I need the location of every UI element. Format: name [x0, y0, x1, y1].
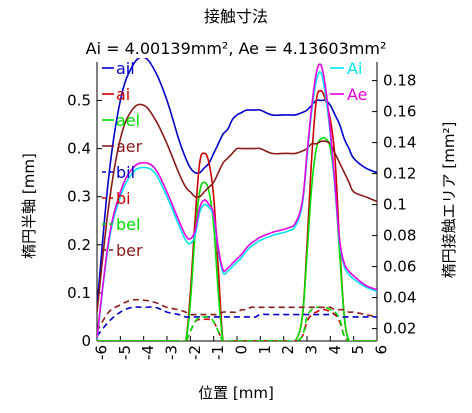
x-tick-label-1: -5	[116, 345, 134, 360]
y2-tick-label-8: 0.18	[383, 72, 416, 90]
y2-tick-label-3: 0.08	[383, 227, 416, 245]
series-line-ail	[97, 58, 377, 308]
series-line-bel	[97, 306, 377, 341]
legend-label-Ae: Ae	[347, 85, 368, 104]
plot-area: -6 -5 -4 -3 -2 -1 0 1 2 3 4 5 600.10.20.30.40.50.020…	[67, 58, 416, 360]
series-line-bil	[97, 306, 377, 337]
x-tick-label-3: -3	[163, 345, 181, 360]
x-tick-label-11: 5	[349, 345, 367, 355]
legend-label-ai: ai	[116, 85, 130, 104]
y2-tick-label-1: 0.04	[383, 289, 416, 307]
y-tick-label-1: 0.1	[67, 284, 91, 302]
series-line-ai	[97, 89, 377, 341]
series-line-aer	[97, 103, 377, 313]
x-tick-label-10: 4	[326, 345, 344, 355]
legend-label-bel: bel	[116, 215, 140, 234]
y-tick-label-2: 0.2	[67, 236, 91, 254]
y2-tick-label-0: 0.02	[383, 320, 416, 338]
y-tick-label-0: 0	[81, 332, 91, 350]
x-tick-label-7: 1	[256, 345, 274, 355]
x-tick-label-4: -2	[186, 345, 204, 360]
x-tick-label-0: -6	[93, 345, 111, 360]
y-tick-label-3: 0.3	[67, 188, 91, 206]
y-tick-label-5: 0.5	[67, 91, 91, 109]
y-axis-label: 楕円半軸 [mm]	[20, 153, 38, 259]
x-tick-label-9: 3	[303, 345, 321, 355]
x-tick-label-5: -1	[209, 345, 227, 360]
series-line-Ae	[97, 63, 377, 338]
legend-label-ael: ael	[116, 111, 140, 130]
legend-label-aer: aer	[116, 137, 143, 156]
y2-tick-label-6: 0.14	[383, 134, 416, 152]
series-line-ber	[97, 298, 377, 332]
y2-axis-label: 楕円接触エリア [mm²]	[440, 122, 458, 279]
y2-tick-label-2: 0.06	[383, 258, 416, 276]
legend-label-ber: ber	[116, 241, 143, 260]
chart-title: 接触寸法	[204, 7, 268, 26]
y2-tick-label-7: 0.16	[383, 103, 416, 121]
chart-subtitle: Ai = 4.00139mm², Ae = 4.13603mm²	[86, 39, 387, 58]
legend-label-ail: ail	[116, 59, 135, 78]
x-axis-label: 位置 [mm]	[198, 384, 274, 402]
x-tick-label-8: 2	[279, 345, 297, 355]
x-tick-label-2: -4	[139, 345, 157, 360]
x-tick-label-6: 0	[233, 345, 251, 355]
y2-tick-label-4: 0.1	[383, 196, 407, 214]
x-tick-label-12: 6	[373, 345, 391, 355]
series-line-ael	[97, 136, 377, 341]
legend-label-bil: bil	[116, 163, 135, 182]
y2-tick-label-5: 0.12	[383, 165, 416, 183]
y-tick-label-4: 0.4	[67, 140, 91, 158]
legend-label-Ai: Ai	[347, 59, 362, 78]
legend-label-bi: bi	[116, 189, 131, 208]
